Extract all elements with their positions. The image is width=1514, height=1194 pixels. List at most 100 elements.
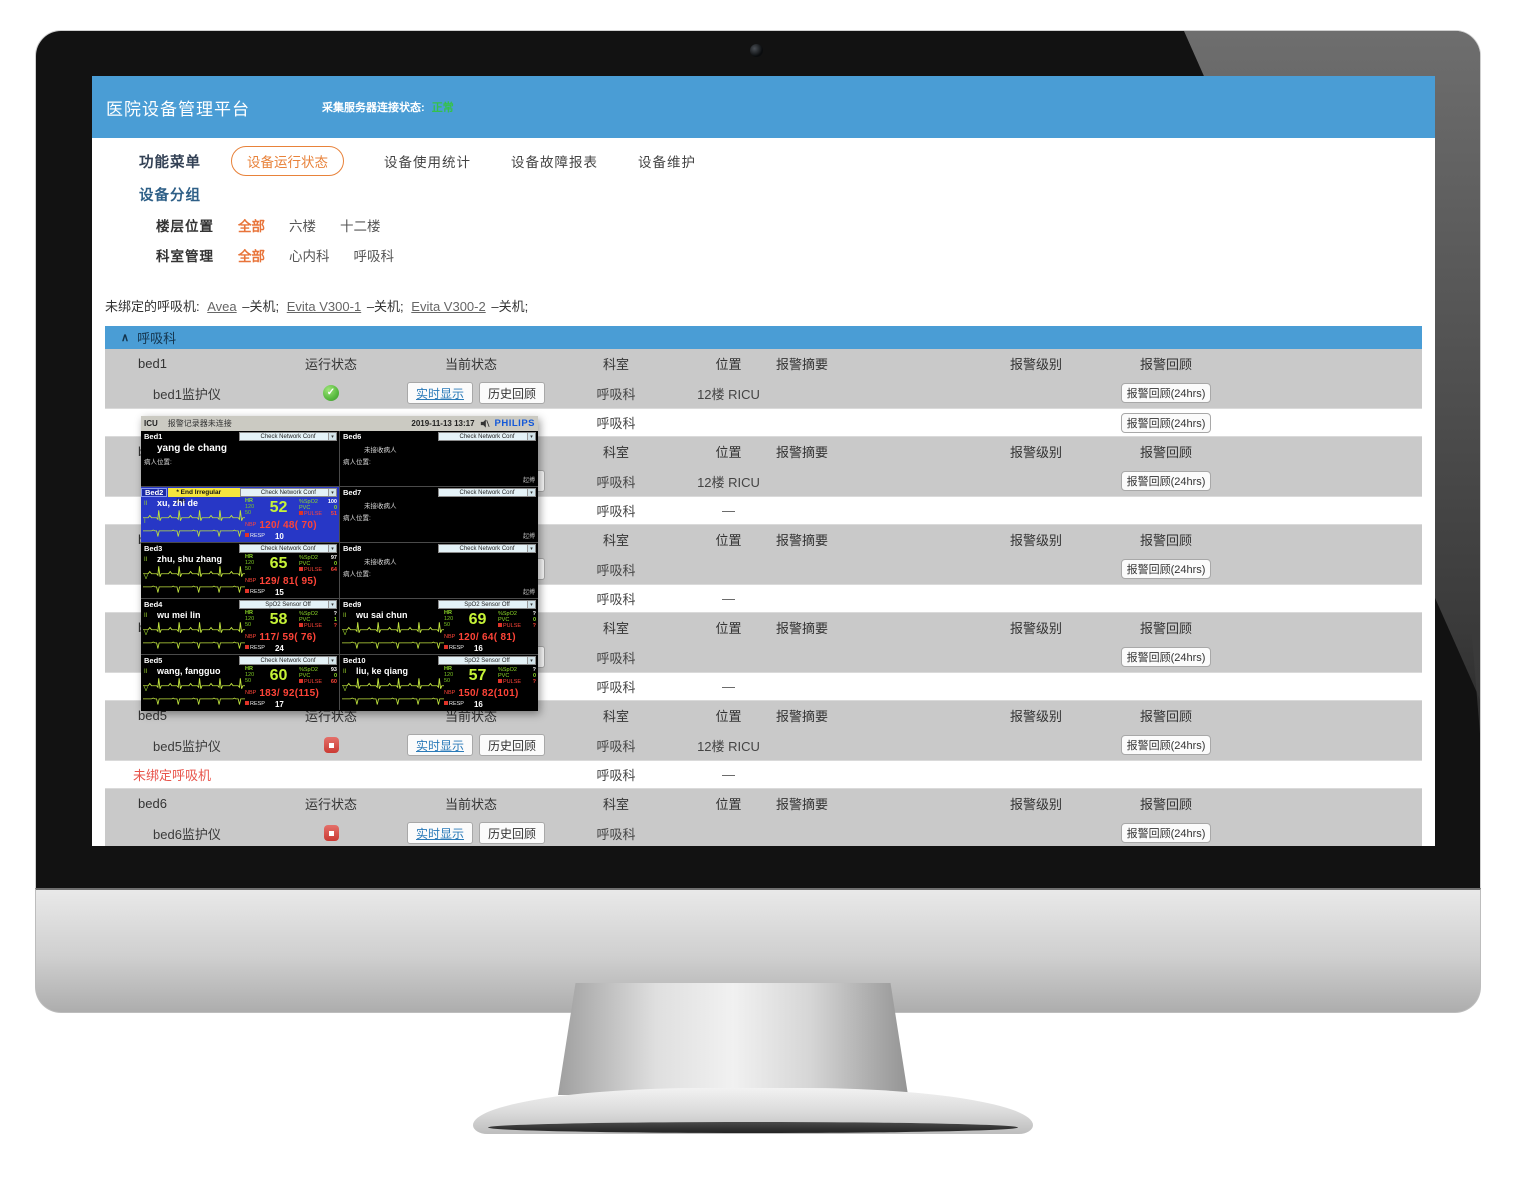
bed-dropdown: Check Network Conf ▾ (438, 488, 536, 497)
bed-name: bed5 (138, 708, 167, 723)
monitor-tile-bed10: Bed10 SpO2 Sensor Off ▾ liu, ke qiang II … (340, 655, 538, 710)
dropdown-arrow-icon: ▾ (527, 601, 535, 608)
collapse-icon: ∧ (121, 332, 130, 344)
status-stopped-icon (323, 825, 339, 842)
device-row: bed5监护仪 实时显示 历史回顾 呼吸科 12楼 RICU 报警回顾(24hr… (105, 730, 1422, 760)
history-review-button[interactable]: 历史回顾 (479, 734, 546, 756)
alarm-review-24hrs-button[interactable]: 报警回顾(24hrs) (1120, 823, 1212, 843)
dropdown-arrow-icon: ▾ (328, 601, 336, 608)
browser-viewport: 医院设备管理平台 采集服务器连接状态: 正常 功能菜单 设备运行状态 设备使用统… (92, 76, 1435, 846)
ecg-waveform: II (342, 613, 444, 635)
patient-location-label: 病人位置: (343, 515, 371, 522)
tab-device-fault-report[interactable]: 设备故障报表 (511, 155, 598, 170)
device-name: bed1监护仪 (153, 386, 221, 402)
vitals-block: HR 120 50 69 %SpO2? PVC 0 PULSE? NBP 120/ 64… (444, 610, 536, 653)
spo2-value: ? (532, 667, 536, 673)
ecg-waveform: II (143, 613, 245, 635)
no-patient-label: 未接收病人 (364, 503, 397, 510)
patient-location-label: 病人位置: (144, 459, 172, 466)
hr-value: 52 (269, 499, 288, 516)
device-name: bed5监护仪 (153, 738, 221, 754)
alarm-review-24hrs-button[interactable]: 报警回顾(24hrs) (1120, 647, 1212, 667)
realtime-display-button[interactable]: 实时显示 (407, 822, 474, 844)
ecg-waveform: II (342, 669, 444, 691)
nbp-value: 117/ 59( 76) (259, 631, 317, 643)
dropdown-arrow-icon: ▾ (527, 433, 535, 440)
alarm-banner: * End Irregular HR (168, 488, 240, 505)
unbound-link-evita-v300-2[interactable]: Evita V300-2 (411, 299, 486, 314)
monitor-tile-bed7: Bed7 Check Network Conf ▾ 未接收病人 病人位置: 起搏 (340, 487, 538, 542)
philips-logo: PHILIPS (494, 418, 535, 429)
ecg-waveform: V (143, 631, 245, 651)
ecg-waveform: V (143, 687, 245, 707)
bed-name: bed1 (138, 356, 167, 371)
spo2-value: 93 (330, 667, 337, 673)
monitor-tile-bed1: Bed1 Check Network Conf ▾ yang de chang 病… (141, 431, 339, 486)
alarm-review-24hrs-button[interactable]: 报警回顾(24hrs) (1120, 559, 1212, 579)
bed-label: Bed1 (144, 432, 163, 441)
history-review-button[interactable]: 历史回顾 (479, 822, 546, 844)
device-grouping-title: 设备分组 (139, 188, 201, 204)
ecg-waveform: I (143, 519, 245, 539)
filter-department-cardiology[interactable]: 心内科 (289, 249, 330, 264)
monitor-bezel: 医院设备管理平台 采集服务器连接状态: 正常 功能菜单 设备运行状态 设备使用统… (35, 30, 1481, 888)
tab-device-running-status[interactable]: 设备运行状态 (231, 146, 344, 176)
alarm-review-24hrs-button[interactable]: 报警回顾(24hrs) (1120, 412, 1212, 433)
nbp-value: 183/ 92(115) (259, 687, 320, 699)
history-review-button[interactable]: 历史回顾 (479, 382, 546, 404)
patient-name: liu, ke qiang (356, 666, 409, 676)
tab-device-maintenance[interactable]: 设备维护 (638, 155, 696, 170)
tab-device-usage-statistics[interactable]: 设备使用统计 (384, 155, 471, 170)
monitor-tile-bed3: Bed3 Check Network Conf ▾ zhu, shu zhang … (141, 543, 339, 598)
section-respiratory-header[interactable]: ∧ 呼吸科 (105, 326, 1422, 349)
alarm-review-24hrs-button[interactable]: 报警回顾(24hrs) (1120, 383, 1212, 403)
filter-department-all[interactable]: 全部 (238, 249, 265, 264)
bed-label: Bed9 (343, 600, 362, 609)
bed-dropdown: Check Network Conf ▾ (438, 432, 536, 441)
no-patient-label: 未接收病人 (364, 559, 397, 566)
col-run-status: 运行状态 (304, 357, 357, 372)
hr-value: 60 (269, 667, 288, 684)
ecg-waveform: V (143, 575, 245, 595)
filter-department-respiratory[interactable]: 呼吸科 (353, 249, 395, 264)
bed-group: bed6 运行状态 当前状态 科室 位置 报警摘要 报警级别 报警回顾 bed6… (105, 789, 1422, 846)
hr-value: 58 (269, 611, 288, 628)
device-row: bed1监护仪 ✓ 实时显示 历史回顾 呼吸科 12楼 RICU 报警回顾(24… (105, 378, 1422, 408)
patient-location-label: 病人位置: (343, 459, 371, 466)
filter-department: 科室管理 全部 心内科 呼吸科 (92, 240, 1435, 270)
patient-name: yang de chang (157, 443, 228, 454)
device-name: bed6监护仪 (153, 826, 221, 842)
hr-value: 69 (468, 611, 487, 628)
hr-value: 57 (468, 667, 487, 684)
unbound-link-avea[interactable]: Avea (207, 299, 237, 314)
unbound-status: –关机; (366, 299, 404, 314)
realtime-display-button[interactable]: 实时显示 (407, 382, 474, 404)
resp-value: 15 (274, 587, 284, 597)
filter-floor-all[interactable]: 全部 (238, 219, 265, 234)
monitor-tile-bed9: Bed9 SpO2 Sensor Off ▾ wu sai chun II V H… (340, 599, 538, 654)
pulse-value: 60 (330, 679, 337, 685)
bed-dropdown: Check Network Conf ▾ (239, 488, 337, 497)
unbound-ventilators-line: 未绑定的呼吸机: Avea –关机; Evita V300-1 –关机; Evi… (92, 296, 1435, 316)
pacing-label: 起搏 (522, 534, 535, 540)
server-status-label: 采集服务器连接状态: (322, 102, 425, 114)
monitor-datetime: 2019-11-13 13:17 (411, 419, 475, 428)
unbound-ventilator-row: 未绑定呼吸机 呼吸科 — (105, 760, 1422, 789)
unbound-link-evita-v300-1[interactable]: Evita V300-1 (286, 299, 362, 314)
realtime-display-button[interactable]: 实时显示 (407, 734, 474, 756)
nav-menu-label[interactable]: 功能菜单 (139, 154, 201, 171)
spo2-value: ? (532, 611, 536, 617)
bed-name: bed6 (138, 796, 167, 811)
bed-group: bed1 运行状态 当前状态 科室 位置 报警摘要 报警级别 报警回顾 bed1… (105, 349, 1422, 408)
alarm-review-24hrs-button[interactable]: 报警回顾(24hrs) (1120, 471, 1212, 491)
pvc-value: 0 (333, 561, 337, 567)
server-status: 采集服务器连接状态: 正常 (322, 99, 454, 115)
unbound-status: –关机; (242, 299, 280, 314)
ecg-waveform: II (143, 501, 245, 523)
alarm-review-24hrs-button[interactable]: 报警回顾(24hrs) (1120, 735, 1212, 755)
section-title: 呼吸科 (137, 331, 177, 346)
filter-floor-12[interactable]: 十二楼 (340, 219, 381, 234)
monitor-tile-bed6: Bed6 Check Network Conf ▾ 未接收病人 病人位置: 起搏 (340, 431, 538, 486)
filter-floor-6[interactable]: 六楼 (289, 219, 316, 234)
monitor-unit-label: ICU (144, 419, 158, 428)
